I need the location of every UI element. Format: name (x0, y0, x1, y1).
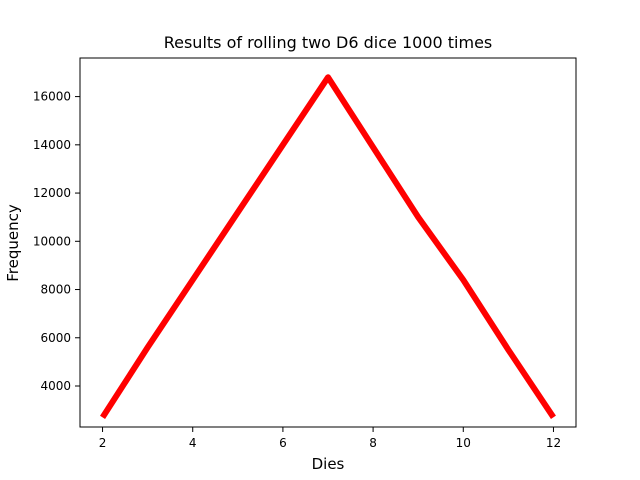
x-tick-label: 12 (546, 436, 561, 450)
x-tick-label: 8 (369, 436, 377, 450)
chart-title: Results of rolling two D6 dice 1000 time… (164, 33, 493, 52)
y-tick-label: 10000 (33, 234, 71, 248)
x-tick-label: 10 (456, 436, 471, 450)
x-axis-label: Dies (312, 455, 345, 473)
plot-frame (79, 57, 577, 428)
x-tick-label: 4 (189, 436, 197, 450)
y-tick-label: 8000 (40, 283, 71, 297)
y-axis-label: Frequency (4, 204, 22, 282)
y-tick-label: 12000 (33, 186, 71, 200)
series-line-0 (100, 74, 556, 420)
x-tick-label: 6 (279, 436, 287, 450)
x-axis: 2 4 6 8 10 12 (99, 427, 561, 450)
y-axis: 4000 6000 8000 10000 12000 14000 16000 (33, 90, 80, 393)
x-tick-label: 2 (99, 436, 107, 450)
y-tick-label: 16000 (33, 90, 71, 104)
y-tick-label: 6000 (40, 331, 71, 345)
plot-area (100, 74, 556, 420)
y-tick-label: 4000 (40, 379, 71, 393)
y-tick-label: 14000 (33, 138, 71, 152)
